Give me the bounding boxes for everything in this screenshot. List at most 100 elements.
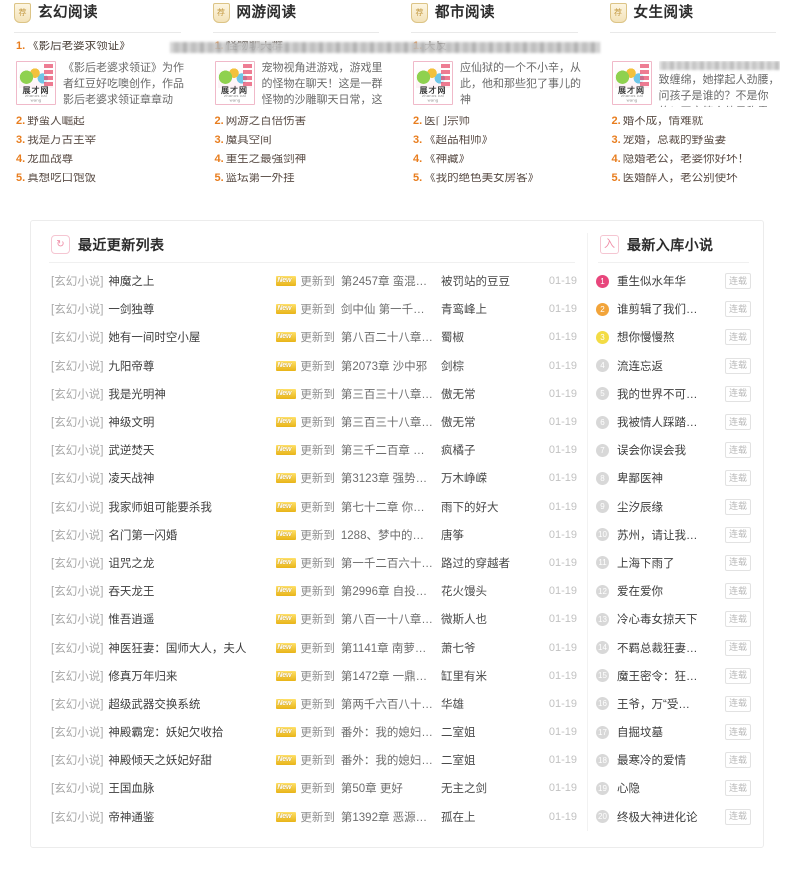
author-link[interactable]: 微斯人也	[441, 611, 535, 627]
list-item[interactable]: 4.《神藏》	[413, 154, 582, 169]
chapter-link[interactable]: 第2457章 蛮混过关	[341, 273, 441, 289]
chapter-link[interactable]: 第3123章 强势回归！	[341, 470, 441, 486]
chapter-link[interactable]: 第1472章 一鼎破万法，塌天剑出	[341, 668, 441, 684]
chapter-link[interactable]: 剑中仙 第一千零三十五章：演！	[341, 301, 441, 317]
book-title-link[interactable]: 她有一间时空小屋	[108, 329, 276, 345]
author-link[interactable]: 青鸾峰上	[441, 301, 535, 317]
book-title-link[interactable]: 吞天龙王	[108, 583, 276, 599]
author-link[interactable]: 蜀椒	[441, 329, 535, 345]
author-link[interactable]: 华雄	[441, 696, 535, 712]
list-item[interactable]: 2.野蛮人崛起	[16, 116, 185, 131]
table-row[interactable]: [玄幻小说]神殿倾天之妖妃好甜New更新到番外：我的媳妇是男人【6】（容目）二室…	[47, 746, 577, 774]
book-title-link[interactable]: 龙血战尊	[27, 154, 73, 166]
list-item[interactable]: 3.魔具空间	[215, 135, 384, 150]
author-link[interactable]: 二室姐	[441, 752, 535, 768]
chapter-link[interactable]: 第50章 更好	[341, 780, 441, 796]
book-title-link[interactable]: 真想吃口饱饭	[27, 173, 96, 185]
chapter-link[interactable]: 第八百一十八章：深渊之地	[341, 611, 441, 627]
book-title-link[interactable]: 误会你误会我	[617, 442, 725, 458]
chapter-link[interactable]: 番外：我的媳妇是男人【6】（容目）	[341, 752, 441, 768]
book-title-link[interactable]: 我是万古主宰	[27, 135, 96, 147]
book-title-link[interactable]: 我被情人踩踏…	[617, 414, 725, 430]
table-row[interactable]: [玄幻小说]神殿霸宠：妖妃欠收拾New更新到番外：我的媳妇是男人【6】（容目）二…	[47, 718, 577, 746]
author-link[interactable]: 被罚站的豆豆	[441, 273, 535, 289]
chapter-link[interactable]: 第2073章 沙中邪	[341, 358, 441, 374]
book-title-link[interactable]: 终极大神进化论	[617, 809, 725, 825]
chapter-link[interactable]: 第1392章 恶源又观	[341, 809, 441, 825]
list-item[interactable]: 5.医婚醉人，老公别使坏	[612, 173, 781, 188]
book-title-link[interactable]: 王国血脉	[108, 780, 276, 796]
book-title-link[interactable]: 医婚醉人，老公别使坏	[623, 173, 738, 185]
book-title-link[interactable]: 医门宗师	[424, 116, 470, 128]
book-title-link[interactable]: 怪物聊天群	[226, 41, 284, 53]
book-title-link[interactable]: 婚不成，情难就	[623, 116, 704, 128]
book-title-link[interactable]: 自掘坟墓	[617, 724, 725, 740]
book-title-link[interactable]: 爱在爱你	[617, 583, 725, 599]
book-title-link[interactable]: 帝神通鉴	[108, 809, 276, 825]
chapter-link[interactable]: 第1141章 南萝之死（五）	[341, 640, 441, 656]
book-title-link[interactable]: 野蛮人崛起	[27, 116, 85, 128]
book-title-link[interactable]: 隐婚老公，老婆你好坏！	[623, 154, 750, 166]
author-link[interactable]: 傲无常	[441, 386, 535, 402]
author-link[interactable]: 二室姐	[441, 724, 535, 740]
book-title-link[interactable]: 我是光明神	[108, 386, 276, 402]
book-title-link[interactable]: 苏州，请让我…	[617, 527, 725, 543]
chapter-link[interactable]: 第三百三十八章 回归神国	[341, 414, 441, 430]
list-item[interactable]: 2.网游之百倍伤害	[215, 116, 384, 131]
book-title-link[interactable]: 尘汐辰缘	[617, 499, 725, 515]
author-link[interactable]: 剑棕	[441, 358, 535, 374]
book-title-link[interactable]: 神级文明	[108, 414, 276, 430]
book-title-link[interactable]: 武逆焚天	[108, 442, 276, 458]
list-item[interactable]: 1.天反	[413, 41, 582, 56]
book-title-link[interactable]: 神殿霸宠：妖妃欠收拾	[108, 724, 276, 740]
book-title-link[interactable]: 魔具空间	[226, 135, 272, 147]
book-title-link[interactable]: 想你慢慢熬	[617, 329, 725, 345]
list-item[interactable]: 4.隐婚老公，老婆你好坏！	[612, 154, 781, 169]
book-title-link[interactable]: 宠婚，总裁的野蛮妻	[623, 135, 727, 147]
book-title-link[interactable]: 重生之最强剑神	[226, 154, 307, 166]
book-title-link[interactable]: 神殿倾天之妖妃好甜	[108, 752, 276, 768]
chapter-link[interactable]: 第2996章 自投罗网	[341, 583, 441, 599]
list-item[interactable]: 4.重生之最强剑神	[215, 154, 384, 169]
list-item[interactable]: 3.我是万古主宰	[16, 135, 185, 150]
book-title-link[interactable]: 心隐	[617, 780, 725, 796]
chapter-link[interactable]: 第八百二十八章 承诺和以身相许	[341, 329, 441, 345]
author-link[interactable]: 路过的穿越者	[441, 555, 535, 571]
author-link[interactable]: 无主之剑	[441, 780, 535, 796]
list-item[interactable]: 1.怪物聊天群	[215, 41, 384, 56]
book-title-link[interactable]: 修真万年归来	[108, 668, 276, 684]
list-item[interactable]: 5.《我的绝色美女房客》	[413, 173, 582, 188]
author-link[interactable]: 缸里有米	[441, 668, 535, 684]
author-link[interactable]: 疯橘子	[441, 442, 535, 458]
book-title-link[interactable]: 诅咒之龙	[108, 555, 276, 571]
book-title-link[interactable]: 我的世界不可…	[617, 386, 725, 402]
chapter-link[interactable]: 第七十二章 你们在干嘛？	[341, 499, 441, 515]
book-title-link[interactable]: 王爷，万“受…	[617, 696, 725, 712]
list-item[interactable]: 4.龙血战尊	[16, 154, 185, 169]
